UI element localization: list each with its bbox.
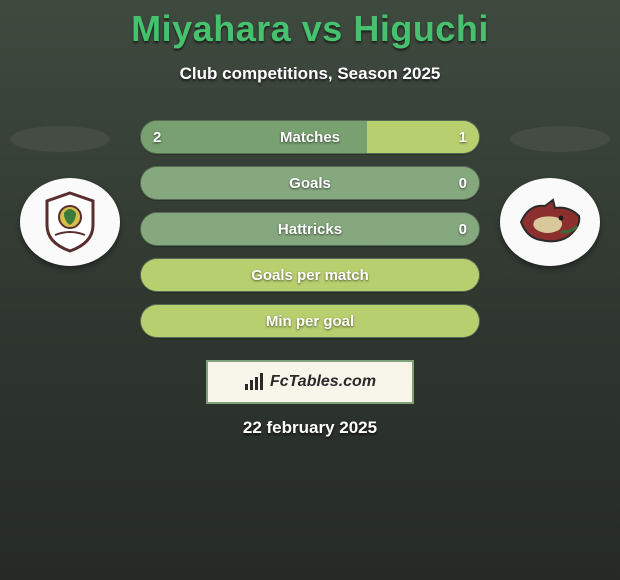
stat-row: Goals0 bbox=[140, 166, 480, 200]
brand-box: FcTables.com bbox=[206, 360, 414, 404]
subtitle: Club competitions, Season 2025 bbox=[0, 64, 620, 84]
stat-value-left: 2 bbox=[153, 129, 161, 146]
team-badge-left bbox=[20, 178, 120, 266]
stat-row: Matches21 bbox=[140, 120, 480, 154]
shield-icon bbox=[41, 191, 99, 253]
vs-text: vs bbox=[302, 8, 343, 49]
player2-name: Higuchi bbox=[353, 8, 489, 49]
stat-row: Goals per match bbox=[140, 258, 480, 292]
stat-value-right: 1 bbox=[459, 129, 467, 146]
stats-rows: Matches21Goals0Hattricks0Goals per match… bbox=[140, 120, 480, 350]
player1-name: Miyahara bbox=[131, 8, 291, 49]
stat-value-right: 0 bbox=[459, 221, 467, 238]
stat-row: Hattricks0 bbox=[140, 212, 480, 246]
shadow-ellipse-right bbox=[510, 126, 610, 152]
team-badge-right bbox=[500, 178, 600, 266]
stat-value-right: 0 bbox=[459, 175, 467, 192]
shadow-ellipse-left bbox=[10, 126, 110, 152]
page-title: Miyahara vs Higuchi bbox=[0, 0, 620, 50]
infographic-container: Miyahara vs Higuchi Club competitions, S… bbox=[0, 0, 620, 580]
bars-icon bbox=[244, 373, 266, 391]
brand-text: FcTables.com bbox=[270, 373, 376, 391]
stat-row: Min per goal bbox=[140, 304, 480, 338]
date-text: 22 february 2025 bbox=[0, 418, 620, 438]
coyote-icon bbox=[515, 196, 585, 248]
